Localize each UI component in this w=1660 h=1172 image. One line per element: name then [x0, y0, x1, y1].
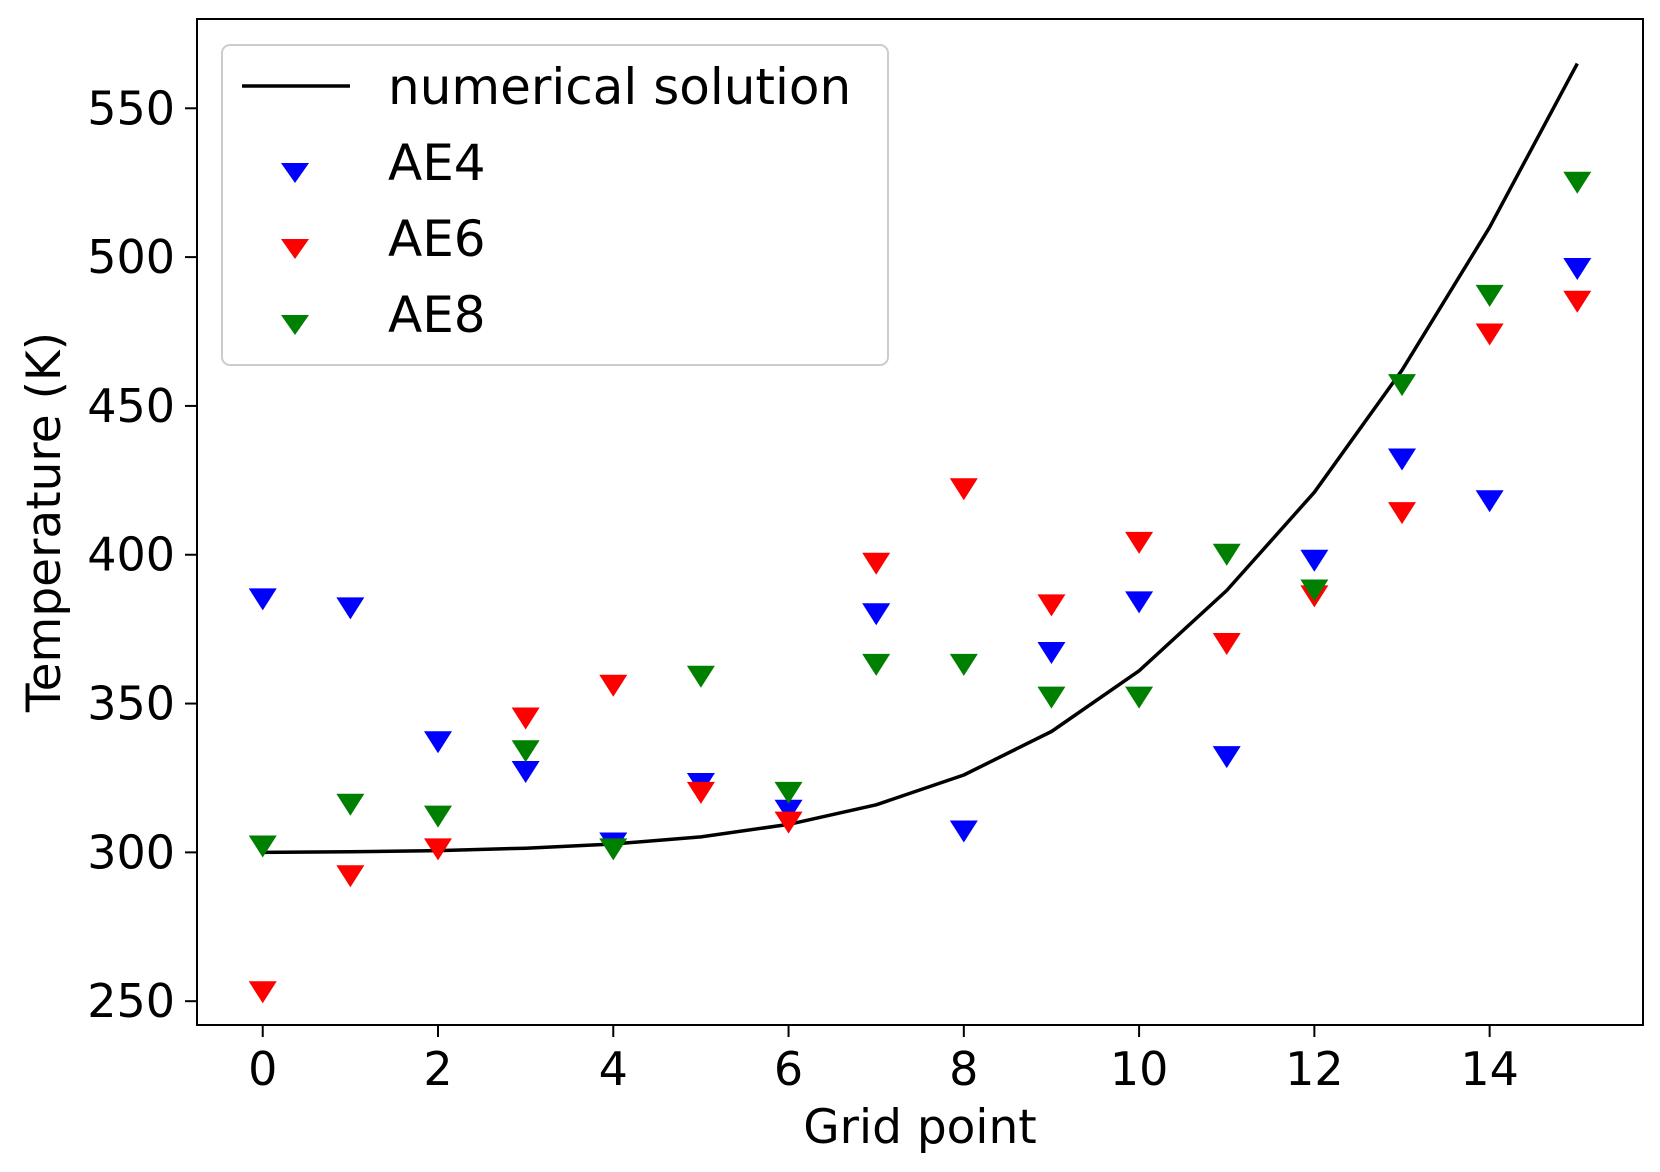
- marker-ae6: [1125, 531, 1154, 554]
- marker-ae8: [599, 838, 628, 861]
- y-tick-label: 400: [87, 528, 175, 582]
- marker-ae8: [1037, 686, 1066, 709]
- y-tick-label: 550: [87, 81, 175, 135]
- marker-ae4: [1563, 258, 1592, 281]
- marker-ae4: [949, 820, 978, 843]
- x-tick-label: 2: [423, 1042, 452, 1096]
- marker-ae8: [1125, 686, 1154, 709]
- marker-ae6: [511, 707, 540, 730]
- x-axis-ticks: 0 2 4 6 8 10 12 14: [248, 1025, 1519, 1096]
- marker-ae8: [1300, 579, 1329, 602]
- y-tick-label: 250: [87, 974, 175, 1028]
- x-axis-label: Grid point: [803, 1100, 1036, 1155]
- x-tick-label: 12: [1285, 1042, 1344, 1096]
- marker-ae8: [1212, 543, 1241, 566]
- marker-ae6: [336, 865, 365, 888]
- legend-label-numerical-solution: numerical solution: [388, 58, 851, 116]
- y-tick-label: 500: [87, 230, 175, 284]
- marker-ae6: [1037, 594, 1066, 617]
- marker-ae6: [248, 981, 277, 1004]
- marker-ae4: [511, 761, 540, 784]
- marker-ae4: [1212, 746, 1241, 769]
- legend-marker-ae8: [281, 315, 309, 335]
- marker-ae8: [248, 835, 277, 858]
- y-axis-label: Temperature (K): [17, 332, 72, 713]
- marker-ae8: [511, 740, 540, 763]
- plot-frame: [196, 18, 1644, 1026]
- x-tick-label: 14: [1460, 1042, 1519, 1096]
- marker-ae4: [1037, 641, 1066, 664]
- legend-label-ae6: AE6: [388, 210, 486, 268]
- marker-ae8: [424, 805, 452, 828]
- marker-ae6: [1563, 290, 1592, 313]
- marker-ae8: [686, 665, 715, 688]
- marker-ae6: [774, 811, 803, 834]
- marker-ae8: [1475, 284, 1504, 307]
- marker-ae8: [862, 653, 891, 676]
- marker-ae6: [1388, 502, 1416, 525]
- numerical-solution-line: [262, 62, 1579, 855]
- marker-ae6: [862, 552, 891, 575]
- marker-ae8: [1388, 374, 1416, 397]
- legend-box: [221, 44, 889, 366]
- marker-ae4: [1475, 490, 1504, 513]
- marker-ae4: [774, 799, 803, 822]
- marker-ae8: [1563, 171, 1592, 194]
- y-tick-label: 350: [87, 677, 175, 731]
- x-tick-label: 10: [1110, 1042, 1169, 1096]
- marker-ae6: [686, 781, 715, 804]
- legend: numerical solution AE4 AE6 AE8: [221, 44, 889, 366]
- marker-ae4: [248, 588, 277, 611]
- marker-ae8: [774, 781, 803, 804]
- marker-ae6: [949, 478, 978, 501]
- marker-ae6: [424, 838, 452, 861]
- marker-ae4: [424, 731, 452, 754]
- x-tick-label: 6: [774, 1042, 803, 1096]
- legend-label-ae8: AE8: [388, 286, 486, 344]
- y-axis-ticks: 250 300 350 400 450 500 550: [87, 81, 197, 1028]
- scatter-markers: [248, 171, 1592, 1004]
- legend-label-ae4: AE4: [388, 134, 486, 192]
- x-tick-label: 4: [599, 1042, 628, 1096]
- legend-marker-ae4: [281, 163, 309, 183]
- y-tick-label: 300: [87, 825, 175, 879]
- marker-ae6: [599, 674, 628, 697]
- marker-ae4: [1388, 448, 1416, 471]
- marker-ae4: [1125, 591, 1154, 614]
- y-tick-label: 450: [87, 379, 175, 433]
- marker-ae6: [1475, 323, 1504, 346]
- x-tick-label: 0: [248, 1042, 277, 1096]
- marker-ae4: [1300, 549, 1329, 572]
- marker-ae8: [336, 793, 365, 816]
- marker-ae4: [862, 603, 891, 626]
- x-tick-label: 8: [949, 1042, 978, 1096]
- legend-marker-ae6: [281, 239, 309, 259]
- marker-ae8: [949, 653, 978, 676]
- marker-ae6: [1212, 633, 1241, 656]
- marker-ae4: [336, 597, 365, 620]
